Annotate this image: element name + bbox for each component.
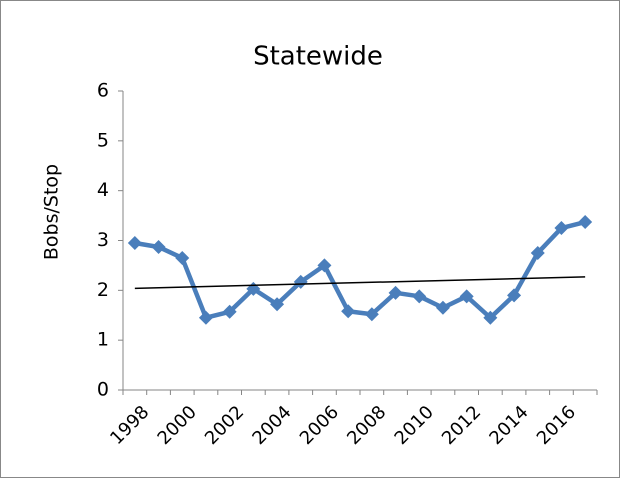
- data-point: [388, 285, 403, 300]
- data-point: [175, 250, 190, 265]
- y-tick-label: 1: [97, 329, 109, 351]
- data-point: [435, 300, 450, 315]
- y-tick-label: 4: [97, 179, 109, 201]
- y-tick-label: 5: [97, 129, 109, 151]
- data-point: [364, 307, 379, 322]
- data-point: [530, 245, 545, 260]
- y-tick-label: 0: [97, 379, 109, 401]
- y-tick-label: 3: [97, 229, 109, 251]
- y-axis-label: Bobs/Stop: [41, 164, 63, 260]
- y-tick-label: 6: [97, 80, 109, 102]
- data-point: [127, 235, 142, 250]
- data-point: [270, 297, 285, 312]
- data-point: [151, 239, 166, 254]
- data-point: [341, 304, 356, 319]
- data-point: [459, 289, 474, 304]
- data-point: [293, 274, 308, 289]
- data-point: [412, 289, 427, 304]
- data-point: [198, 310, 213, 325]
- data-point: [578, 215, 593, 230]
- data-point: [222, 304, 237, 319]
- chart-title: Statewide: [253, 42, 383, 72]
- data-point: [317, 258, 332, 273]
- trendline: [134, 276, 586, 290]
- data-point: [507, 288, 522, 303]
- y-tick-label: 2: [97, 279, 109, 301]
- data-point: [483, 310, 498, 325]
- data-point: [554, 221, 569, 236]
